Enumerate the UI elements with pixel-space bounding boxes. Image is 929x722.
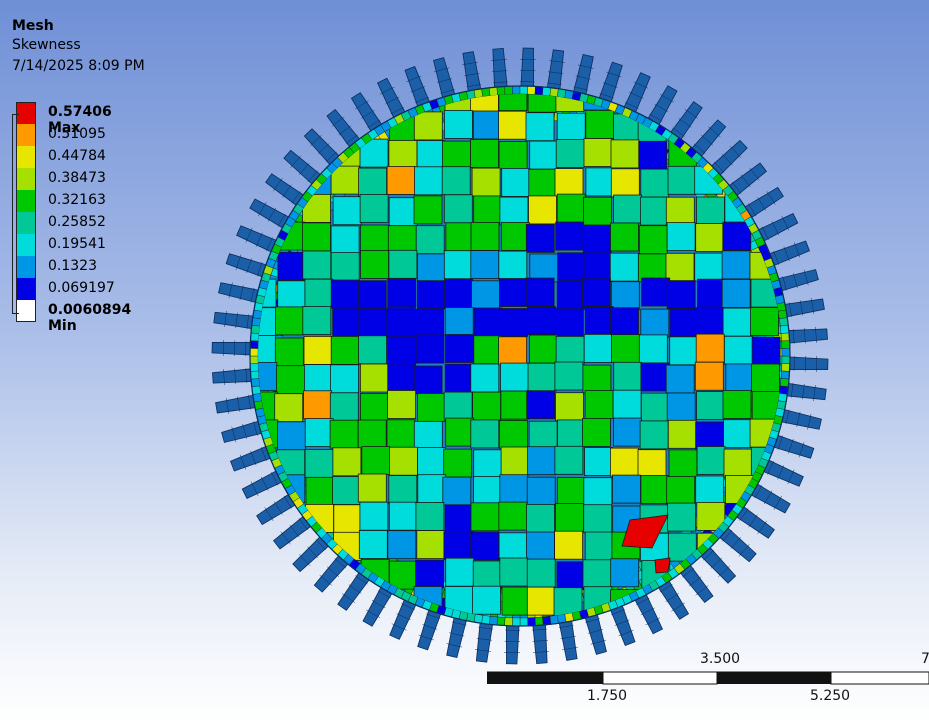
legend-swatch xyxy=(16,124,36,146)
legend-swatch xyxy=(16,190,36,212)
scale-label: 5.250 xyxy=(810,688,851,704)
legend-label: 0.38473 xyxy=(48,170,106,186)
legend-swatch xyxy=(16,102,36,124)
result-info: Mesh Skewness 7/14/2025 8:09 PM xyxy=(12,18,145,77)
legend-swatch xyxy=(16,212,36,234)
legend-swatch xyxy=(16,146,36,168)
legend-label: 0.51095 xyxy=(48,126,106,142)
legend-swatch xyxy=(16,256,36,278)
legend-bracket xyxy=(12,114,19,314)
result-title: Mesh xyxy=(12,18,54,34)
legend-swatch xyxy=(16,168,36,190)
legend-label: 0.19541 xyxy=(48,236,106,252)
legend-label: 0.25852 xyxy=(48,214,106,230)
result-quantity: Skewness xyxy=(12,37,81,53)
legend-label: 0.069197 xyxy=(48,280,115,296)
legend-label: 0.32163 xyxy=(48,192,106,208)
scale-label: 1.750 xyxy=(587,688,628,704)
legend-label: 0.0060894 Min xyxy=(48,302,132,334)
legend-label: 0.1323 xyxy=(48,258,97,274)
legend-label: 0.44784 xyxy=(48,148,106,164)
result-timestamp: 7/14/2025 8:09 PM xyxy=(12,58,145,74)
legend-label: 0.57406 Max xyxy=(48,104,112,136)
legend-swatch xyxy=(16,300,36,322)
legend-swatch xyxy=(16,234,36,256)
scale-label: 3.500 xyxy=(700,651,741,667)
legend-swatch xyxy=(16,278,36,300)
scale-label: 7 xyxy=(921,651,929,667)
